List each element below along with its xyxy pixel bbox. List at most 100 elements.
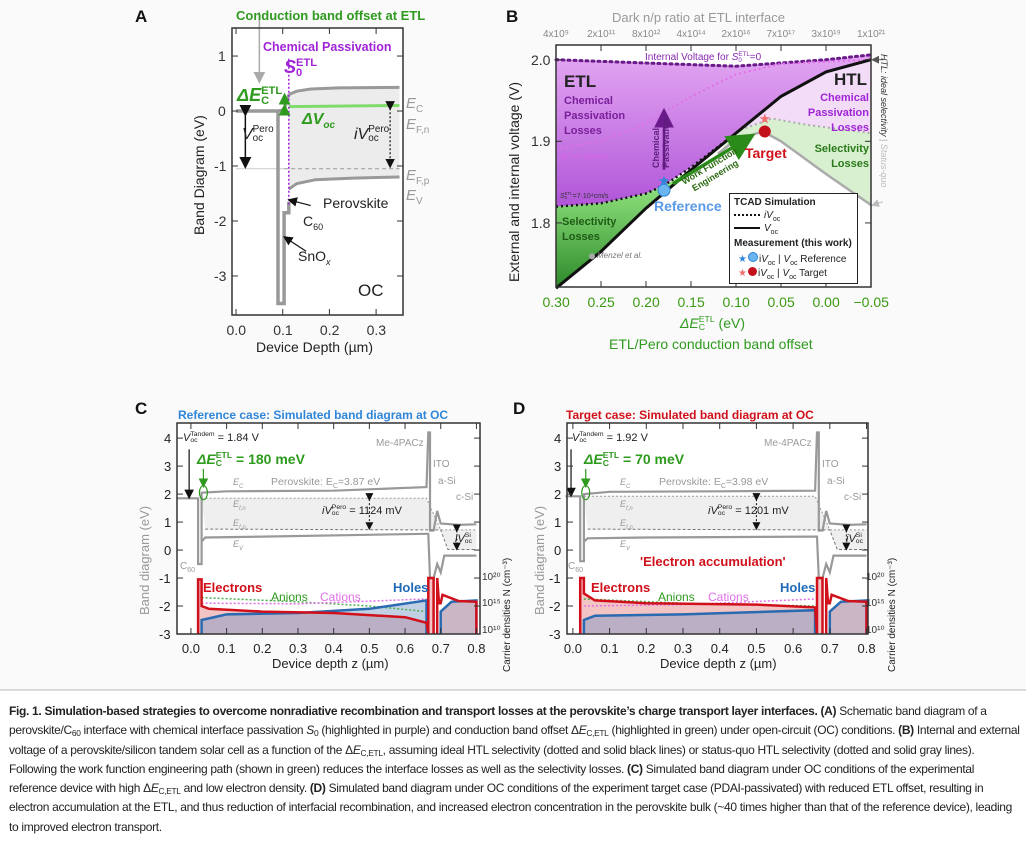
top-axis-tick-label: 8x10¹²	[632, 29, 661, 40]
y-tick-label: 4	[554, 430, 562, 446]
panel-c-right-tick: 10¹⁵	[482, 598, 501, 609]
y-tick-label: 1.8	[531, 214, 551, 231]
panel-d-label: D	[513, 399, 526, 418]
cations-line	[201, 598, 427, 605]
top-axis-tick-label: 4x10⁹	[543, 29, 569, 40]
ivoc-pero-label: iV Pero oc	[354, 124, 390, 144]
x-tick-label: 0.00	[812, 294, 840, 310]
htl-selectivity-loss-region	[718, 118, 871, 205]
panel-d-ec-label: EC	[620, 477, 631, 490]
caption-text: interface with chemical interface passiv…	[80, 723, 307, 738]
electrons_si-line	[824, 577, 868, 634]
caption-text: (highlighted in green) under open-circui…	[608, 723, 899, 738]
caption-sub: 60	[71, 728, 81, 739]
panel-b-plot: ★★	[554, 44, 884, 290]
plot-frame	[555, 44, 872, 288]
y-tick-label: 2	[164, 486, 172, 502]
x-tick-label: 0.6	[396, 641, 415, 656]
plot-frame	[231, 27, 404, 316]
panel-c-efp-label: Ef,p	[233, 518, 246, 531]
caption-sub: C,ETL	[586, 728, 609, 739]
legend-target: ★ iVoc | Voc Target	[738, 267, 827, 281]
y-tick-label: 1	[554, 514, 562, 530]
panel-d-electrons-label: Electrons	[591, 580, 651, 595]
x-tick-label: 0.5	[360, 641, 379, 656]
target_ivoc-star-marker: ★	[759, 110, 772, 126]
x-tick-label: 0.3	[673, 641, 693, 656]
panel-c-ec-label: EC	[233, 477, 244, 490]
s0-etl-label: S ETL 0	[284, 57, 318, 80]
panel-d-me4pacz-label: Me-4PACz	[764, 438, 812, 449]
panel-d-right-tick: 10¹⁵	[866, 598, 885, 609]
reference_voc-circle-marker	[657, 183, 671, 197]
caption-sub: C,ETL	[158, 786, 181, 797]
menzel-circle-marker	[589, 253, 595, 260]
y-tick-label: -2	[549, 598, 561, 614]
electrons-fill	[580, 578, 823, 634]
panel-a-y-axis-label: Band Diagram (eV)	[191, 115, 207, 235]
panel-c-title: Reference case: Simulated band diagram a…	[178, 408, 449, 422]
panel-c-me4pacz-label: Me-4PACz	[376, 438, 424, 449]
work-function-engineering-arrow	[672, 133, 756, 186]
star-icon: ★	[738, 268, 747, 279]
cations-line	[583, 598, 816, 607]
x-tick-label: 0.3	[288, 641, 308, 656]
x-tick-label: 0.1	[217, 641, 236, 656]
top-axis-tick-label: 3x10¹⁹	[811, 29, 841, 40]
panel-d-right-tick: 10¹⁰	[866, 625, 885, 636]
panel-c-efn-label: Ef,n	[233, 499, 246, 512]
caption-text: , assuming ideal HTL selectivity (dotted…	[9, 742, 975, 776]
x-tick-label: 0.2	[253, 641, 272, 656]
caption-symbol: S	[306, 723, 314, 738]
panel-d-anions-label: Anions	[658, 590, 695, 604]
caption-ref-a: (A)	[820, 704, 837, 718]
caption-text: (highlighted in purple) and conduction b…	[318, 723, 579, 738]
panel-b-top-axis-title: Dark n/p ratio at ETL interface	[612, 10, 785, 25]
panel-c-label: C	[135, 399, 148, 418]
panel-b-legend: TCAD Simulation iVoc Voc Measurement (th…	[729, 193, 858, 284]
y-tick-label: 1	[164, 514, 172, 530]
caption-symbol: E	[578, 723, 587, 738]
x-tick-label: 0.10	[722, 294, 750, 310]
target_voc-circle-marker	[758, 125, 771, 138]
chemical-passivation-arrow-label: Chemical Passivation	[651, 117, 671, 168]
panel-d-x-axis-label: Device depth z (µm)	[660, 656, 777, 671]
y-tick-label: -2	[214, 212, 227, 229]
y-tick-label: 0	[164, 542, 172, 558]
htl-chemical-loss-region	[736, 59, 871, 134]
reference-label: Reference	[654, 198, 722, 214]
panel-d-csi-label: c-Si	[844, 492, 862, 503]
y-tick-label: 3	[164, 458, 172, 474]
ec-line	[565, 431, 867, 563]
x-tick-label: 0.6	[784, 641, 803, 656]
caption-text: Simulated band diagram under OC conditio…	[9, 761, 975, 796]
quasi-fermi-gap-fill	[201, 498, 477, 550]
efp-label: EF,p	[406, 167, 430, 187]
panel-c-ito-label: ITO	[433, 459, 450, 470]
panel-c-delta-ec: ΔE ETL C = 180 meV	[197, 450, 305, 469]
y-tick-label: -1	[159, 570, 171, 586]
caption-ref-b: (B)	[898, 723, 914, 738]
snox-label: SnOx	[298, 248, 331, 267]
panel-d-holes-label: Holes	[780, 580, 816, 595]
panel-d-ivoc-si: iV Si oc	[846, 532, 863, 546]
x-tick-label: 0.2	[637, 641, 656, 656]
panel-b-x-axis-sublabel: ETL/Pero conduction band offset	[609, 336, 813, 352]
star-icon: ★	[738, 254, 747, 265]
y-tick-label: 1	[218, 48, 226, 65]
panel-c-plot	[176, 422, 481, 635]
panel-a-label: A	[135, 7, 148, 26]
panel-c-asi-label: a-Si	[438, 476, 456, 487]
electrons_si-line	[435, 577, 478, 634]
panel-c-x-axis-label: Device depth z (µm)	[272, 656, 389, 671]
htl-selectivity-side-label: HTL: ideal selectivity | Status-quo	[879, 54, 889, 188]
top-axis-tick-label: 2x10¹⁶	[721, 29, 751, 40]
panel-d-right-axis-label: Carrier densities N (cm⁻³)	[887, 557, 898, 672]
reference_ivoc-star-marker: ★	[658, 172, 671, 188]
x-tick-label: 0.0	[563, 641, 582, 656]
panel-c-c60-label: C60	[180, 561, 196, 575]
panel-a-header: Conduction band offset at ETL	[236, 8, 426, 23]
x-tick-label: 0.4	[324, 641, 343, 656]
x-tick-label: −0.05	[853, 294, 889, 310]
